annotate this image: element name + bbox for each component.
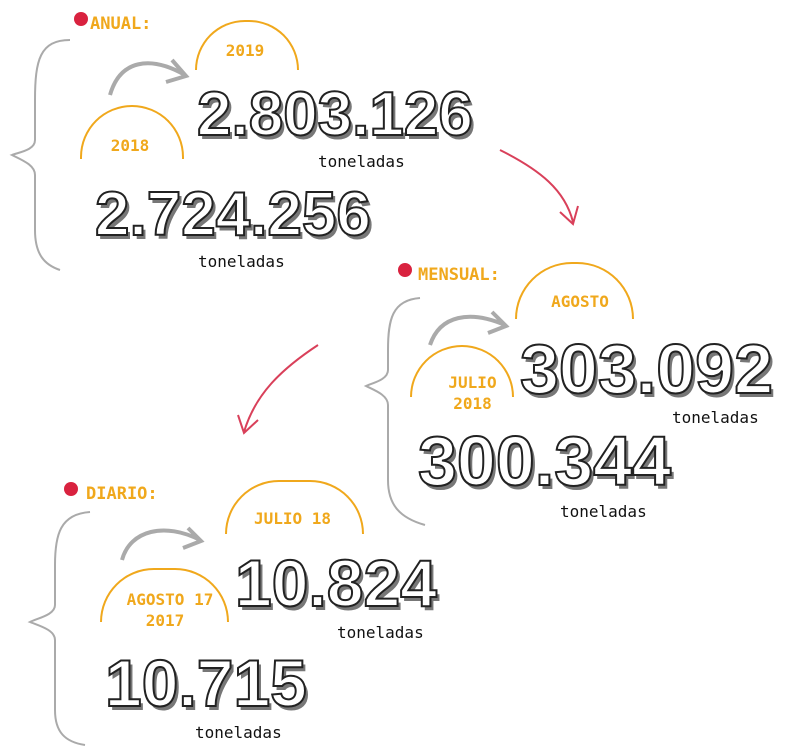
unit: toneladas bbox=[672, 408, 759, 427]
period-label: JULIO 18 bbox=[230, 508, 355, 529]
section-label: MENSUAL: bbox=[418, 265, 500, 285]
section-label: ANUAL: bbox=[90, 14, 151, 34]
curved-arrow bbox=[430, 312, 506, 345]
unit: toneladas bbox=[560, 502, 647, 521]
unit: toneladas bbox=[198, 252, 285, 271]
period-label-line: 2019 bbox=[195, 40, 295, 61]
bullet bbox=[398, 263, 412, 277]
period-label-line: 2018 bbox=[425, 393, 520, 414]
big-number: 303.092 bbox=[520, 334, 773, 404]
period-label-line: JULIO 18 bbox=[230, 508, 355, 529]
brace bbox=[12, 40, 70, 270]
page: ANUAL: 2019 2.803.126 toneladas 2018 2.7… bbox=[0, 0, 785, 755]
big-number: 10.715 bbox=[105, 650, 307, 716]
big-number: 300.344 bbox=[418, 426, 671, 496]
period-label: 2019 bbox=[195, 40, 295, 61]
unit: toneladas bbox=[195, 723, 282, 742]
curved-arrow bbox=[110, 60, 186, 95]
period-label-line: 2017 bbox=[105, 610, 225, 631]
bullet bbox=[64, 482, 78, 496]
period-label: 2018 bbox=[80, 135, 180, 156]
big-number: 2.724.256 bbox=[95, 184, 371, 246]
section-label: DIARIO: bbox=[86, 484, 158, 504]
bullet bbox=[74, 12, 88, 26]
period-label: AGOSTO bbox=[515, 291, 645, 312]
unit: toneladas bbox=[318, 152, 405, 171]
period-label-line: JULIO bbox=[425, 372, 520, 393]
unit: toneladas bbox=[337, 623, 424, 642]
big-number: 2.803.126 bbox=[197, 84, 473, 146]
curved-arrow bbox=[122, 528, 201, 560]
red-arrow bbox=[500, 150, 578, 224]
period-label-line: AGOSTO 17 bbox=[105, 589, 235, 610]
period-label-line: 2018 bbox=[80, 135, 180, 156]
big-number: 10.824 bbox=[235, 550, 437, 616]
brace bbox=[366, 298, 425, 525]
red-arrow bbox=[238, 345, 318, 433]
brace bbox=[30, 512, 90, 745]
period-label-line: AGOSTO bbox=[515, 291, 645, 312]
